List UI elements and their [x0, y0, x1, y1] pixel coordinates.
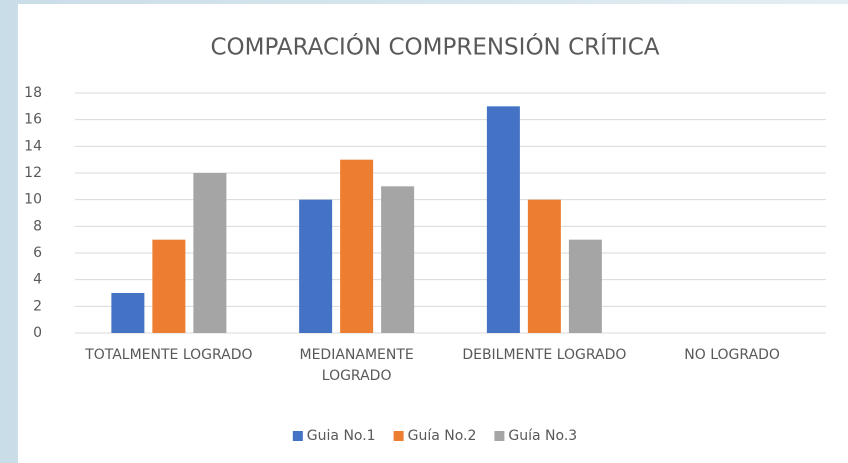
y-tick-label: 2 — [33, 298, 42, 314]
y-tick-label: 6 — [33, 245, 42, 261]
bar — [152, 239, 186, 333]
bar — [486, 106, 520, 333]
y-tick-label: 16 — [24, 112, 42, 128]
legend-label: Guía No.2 — [408, 428, 477, 444]
chart: COMPARACIÓN COMPRENSIÓN CRÍTICA 0 2 4 6 8 10 1… — [24, 33, 826, 444]
bar — [340, 159, 374, 333]
y-tick-label: 8 — [33, 218, 42, 234]
legend-label: Guia No.1 — [307, 428, 376, 444]
bar — [527, 199, 561, 333]
y-tick-label: 0 — [33, 325, 42, 341]
y-tick-label: 18 — [24, 85, 42, 101]
x-tick-label: TOTALMENTE LOGRADO — [85, 347, 253, 363]
legend-swatch — [393, 431, 404, 441]
legend-label: Guía No.3 — [508, 428, 577, 444]
x-tick-label: DEBILMENTE LOGRADO — [462, 347, 627, 363]
chart-title: COMPARACIÓN COMPRENSIÓN CRÍTICA — [210, 33, 659, 61]
bar — [111, 293, 145, 333]
y-tick-label: 10 — [24, 192, 42, 208]
legend-swatch — [494, 431, 505, 441]
y-tick-label: 14 — [24, 138, 42, 154]
y-tick-label: 12 — [24, 165, 42, 181]
chart-area: COMPARACIÓN COMPRENSIÓN CRÍTICA 0 2 4 6 8 10 1… — [18, 4, 848, 463]
bar — [381, 186, 415, 333]
legend-swatch — [292, 431, 303, 441]
bar — [299, 199, 333, 333]
y-tick-label: 4 — [33, 272, 42, 288]
bar — [568, 239, 602, 333]
x-tick-label: NO LOGRADO — [684, 347, 780, 363]
x-tick-label: MEDIANAMENTE LOGRADO — [299, 347, 414, 384]
bar — [193, 173, 227, 333]
